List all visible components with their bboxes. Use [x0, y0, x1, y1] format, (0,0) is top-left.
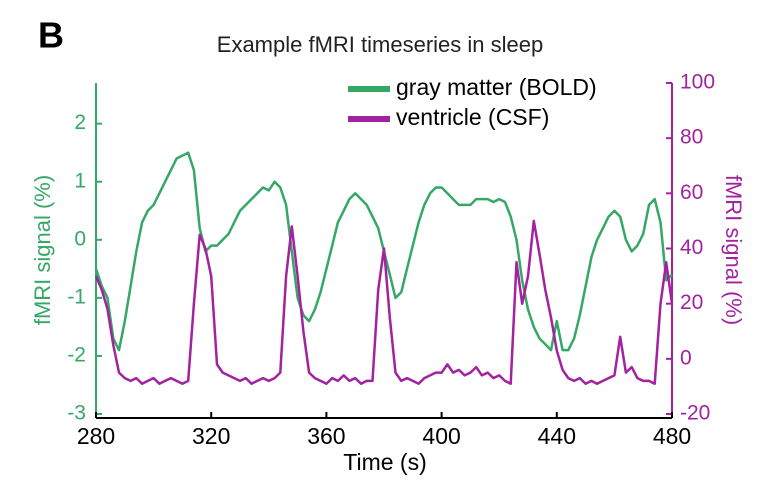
y2-tick-label: 80 [680, 126, 703, 149]
y2-tick-label: 40 [680, 236, 703, 259]
y-tick-label: 2 [74, 111, 86, 134]
y2-tick-label: 60 [680, 181, 703, 204]
series-line [94, 219, 674, 385]
y-tick-label: 0 [74, 227, 86, 250]
y-tick-label: 1 [74, 169, 86, 192]
legend-label: ventricle (CSF) [396, 104, 549, 130]
x-tick-label: 400 [422, 423, 460, 449]
y2-tick-label: 100 [680, 71, 715, 94]
x-tick-label: 440 [538, 423, 576, 449]
x-tick-label: 280 [77, 423, 115, 449]
x-tick-label: 360 [307, 423, 345, 449]
panel-label: B [38, 15, 64, 56]
y-axis-label: fMRI signal (%) [30, 175, 55, 325]
x-tick-label: 480 [653, 423, 691, 449]
y2-axis-label: fMRI signal (%) [721, 175, 746, 325]
y2-tick-label: 0 [680, 346, 692, 369]
y-tick-label: -3 [67, 402, 86, 425]
legend-label: gray matter (BOLD) [396, 74, 597, 100]
y2-tick-label: 20 [680, 291, 703, 314]
y2-tick-label: -20 [680, 402, 710, 425]
y-tick-label: -1 [67, 285, 86, 308]
x-tick-label: 320 [192, 423, 230, 449]
y-tick-label: -2 [67, 343, 86, 366]
chart-title: Example fMRI timeseries in sleep [217, 32, 543, 57]
x-axis-label: Time (s) [343, 449, 426, 475]
